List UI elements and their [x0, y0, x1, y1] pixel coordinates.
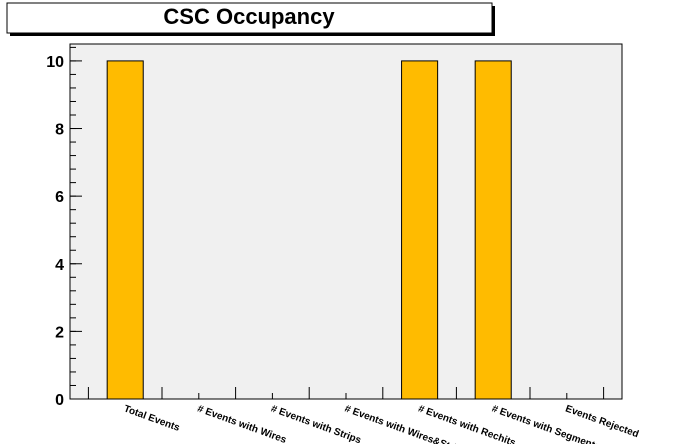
bar: [401, 60, 439, 400]
x-tick-label: Total Events: [122, 403, 181, 434]
y-tick-label: 10: [46, 54, 64, 71]
bar: [474, 60, 512, 400]
y-tick-label: 8: [55, 122, 64, 139]
plot-area: [69, 43, 623, 400]
bar: [106, 60, 144, 400]
title-box: [6, 2, 493, 34]
y-tick-label: 4: [55, 257, 64, 274]
y-tick-label: 6: [55, 189, 64, 206]
y-tick-label: 0: [55, 392, 64, 409]
y-tick-label: 2: [55, 324, 64, 341]
chart-title: CSC Occupancy: [163, 4, 335, 29]
